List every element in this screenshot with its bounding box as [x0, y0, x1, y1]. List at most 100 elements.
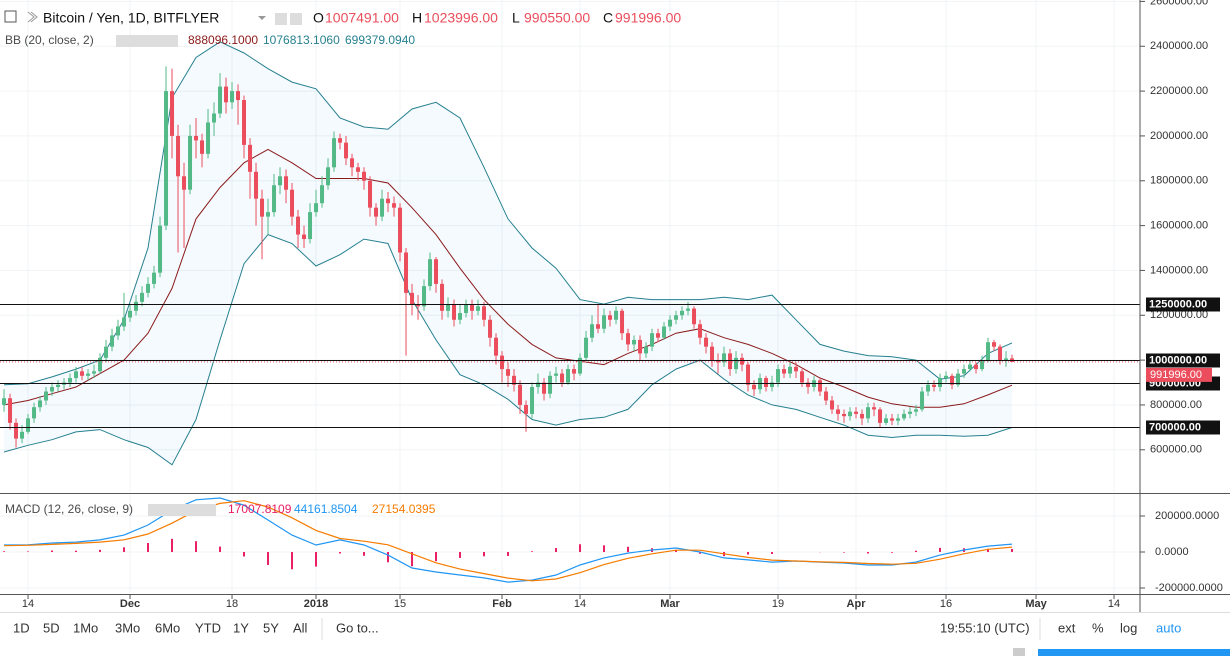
range-button[interactable]: All — [293, 620, 308, 635]
candle-body — [866, 407, 871, 419]
candle-body — [272, 185, 277, 213]
candle-body — [980, 360, 985, 370]
y-tick-label: 2200000.00 — [1150, 85, 1208, 97]
histogram-bar — [507, 552, 510, 556]
histogram-bar — [51, 550, 54, 552]
histogram-bar — [939, 547, 942, 552]
candle-body — [332, 138, 337, 168]
bb-line — [3, 234, 1013, 466]
candle-body — [938, 378, 943, 388]
histogram-bar — [123, 547, 126, 552]
range-button[interactable]: 1Mo — [73, 620, 98, 635]
scale-option[interactable]: % — [1092, 620, 1104, 635]
candle-body — [734, 357, 739, 370]
scroll-bar[interactable] — [1038, 649, 1230, 656]
y-tick-label: -200000.0000 — [1155, 582, 1223, 594]
scale-option[interactable]: ext — [1058, 620, 1076, 635]
histogram-bar — [987, 548, 990, 552]
range-button[interactable]: 1Y — [233, 620, 249, 635]
range-button[interactable]: 5D — [43, 620, 60, 635]
candle-body — [362, 171, 367, 181]
macd-legend-value: 17007.8109 — [228, 502, 292, 516]
candle-body — [824, 391, 829, 401]
candle-body — [950, 375, 955, 385]
settings-icon[interactable] — [290, 13, 302, 25]
histogram-bar — [339, 552, 342, 554]
y-tick-label: 2400000.00 — [1150, 40, 1208, 52]
candle-body — [98, 357, 103, 372]
range-button[interactable]: 6Mo — [155, 620, 180, 635]
candle-body — [614, 310, 619, 320]
candle-body — [290, 189, 295, 217]
histogram-bar — [27, 551, 30, 552]
scale-option[interactable]: auto — [1156, 620, 1181, 635]
candle-body — [890, 418, 895, 421]
dropdown-icon[interactable] — [258, 16, 266, 20]
candle-body — [770, 382, 775, 388]
candle-body — [740, 357, 745, 365]
candle-body — [170, 91, 175, 136]
candle-body — [392, 203, 397, 208]
level-label-box — [1146, 353, 1220, 368]
collapse-icon[interactable] — [4, 10, 17, 23]
bottom-toolbar: 1D 5D 1Mo 3Mo 6Mo YTD 1Y 5Y All Go to... 19:55:10 … — [13, 620, 1181, 635]
range-button[interactable]: 3Mo — [115, 620, 140, 635]
histogram-bar — [459, 552, 462, 558]
scale-option[interactable]: log — [1120, 620, 1137, 635]
candle-body — [500, 355, 505, 370]
y-tick-label: 1400000.00 — [1150, 264, 1208, 276]
histogram-bar — [579, 544, 582, 552]
last-price-box — [1146, 367, 1212, 382]
candle-body — [548, 375, 553, 394]
candle-body — [344, 142, 349, 159]
candle-body — [992, 342, 997, 347]
x-tick-label: 15 — [394, 598, 406, 610]
histogram-bar — [675, 549, 678, 552]
range-button[interactable]: YTD — [195, 620, 221, 635]
histogram-bar — [171, 538, 174, 552]
settings-icon[interactable] — [275, 13, 287, 25]
histogram-bar — [219, 546, 222, 553]
histogram-bar — [195, 541, 198, 552]
goto-button[interactable]: Go to... — [336, 620, 379, 635]
candle-body — [140, 292, 145, 302]
range-button[interactable]: 5Y — [263, 620, 279, 635]
y-tick-label: 1200000.00 — [1150, 309, 1208, 321]
candle-body — [674, 315, 679, 320]
candle-body — [338, 138, 343, 143]
candle-body — [566, 369, 571, 383]
histogram-bar — [411, 552, 414, 567]
macd-icons[interactable] — [148, 504, 216, 516]
candle-body — [998, 346, 1003, 361]
candle-body — [134, 301, 139, 311]
candle-body — [404, 252, 409, 293]
level-label-box — [1146, 297, 1220, 312]
candle-body — [368, 180, 373, 208]
y-tick-label: 600000.00 — [1150, 444, 1202, 456]
candle-body — [38, 400, 43, 408]
histogram-bar — [843, 552, 846, 553]
candle-body — [710, 346, 715, 361]
bb-icons[interactable] — [116, 35, 178, 47]
candle-body — [386, 198, 391, 204]
candle-body — [644, 346, 649, 354]
level-label-box — [1146, 420, 1220, 435]
bb-legend-value: 699379.0940 — [345, 33, 415, 47]
range-button[interactable]: 1D — [13, 620, 30, 635]
x-tick-label: Apr — [847, 598, 867, 610]
candle-body — [632, 339, 637, 345]
candle-body — [32, 407, 37, 419]
ohlc-value: 1023996.00 — [424, 10, 498, 26]
histogram-bar — [867, 552, 870, 554]
candle-body — [2, 398, 7, 405]
y-tick-label: 0.0000 — [1155, 546, 1189, 558]
candle-body — [20, 431, 25, 439]
candle-body — [356, 167, 361, 172]
candle-body — [896, 418, 901, 421]
candle-body — [686, 308, 691, 311]
candle-body — [968, 364, 973, 370]
candle-body — [314, 203, 319, 213]
y-tick-label: 2000000.00 — [1150, 130, 1208, 142]
candle-body — [560, 373, 565, 383]
